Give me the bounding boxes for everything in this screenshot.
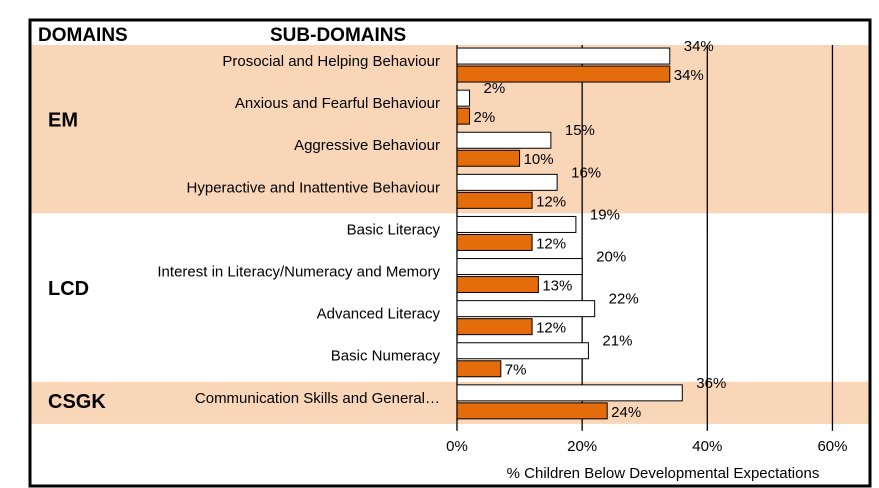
value-label: 2% — [484, 80, 506, 97]
value-label: 34% — [674, 67, 704, 84]
category-label: Hyperactive and Inattentive Behaviour — [187, 179, 440, 196]
category-label: Advanced Literacy — [317, 306, 441, 323]
value-label: 15% — [565, 122, 595, 139]
value-label: 19% — [590, 206, 620, 223]
bar — [456, 276, 539, 294]
bands — [30, 45, 870, 424]
bar — [456, 191, 533, 209]
bar — [456, 384, 683, 402]
bar — [456, 258, 583, 276]
bar — [456, 47, 671, 65]
header: DOMAINS — [38, 25, 128, 46]
bar — [456, 318, 533, 336]
value-label: 12% — [536, 320, 566, 337]
category-label: Prosocial and Helping Behaviour — [222, 53, 440, 70]
bar — [456, 402, 608, 420]
value-label: 20% — [596, 249, 626, 266]
value-label: 21% — [602, 333, 632, 350]
bar — [456, 300, 596, 318]
bar — [456, 65, 671, 83]
group-label: CSGK — [48, 391, 106, 413]
value-label: 13% — [542, 278, 572, 295]
bar — [456, 107, 471, 125]
value-label: 24% — [611, 404, 641, 421]
value-label: 34% — [684, 38, 714, 55]
bar — [456, 233, 533, 251]
bar — [456, 131, 552, 149]
group-label: EM — [48, 109, 78, 131]
value-label: 12% — [536, 193, 566, 210]
header: SUB-DOMAINS — [270, 25, 406, 46]
category-label: Basic Numeracy — [331, 348, 441, 365]
value-label: 7% — [505, 362, 527, 379]
value-label: 12% — [536, 235, 566, 252]
group-band — [30, 45, 870, 214]
category-label: Interest in Literacy/Numeracy and Memory — [157, 264, 440, 281]
category-label: Anxious and Fearful Behaviour — [235, 95, 440, 112]
bar — [456, 89, 471, 107]
x-tick-label: 0% — [446, 438, 468, 455]
bar — [456, 360, 502, 378]
group-label: LCD — [48, 278, 89, 300]
value-label: 36% — [696, 375, 726, 392]
x-axis-label: % Children Below Developmental Expectati… — [507, 465, 820, 482]
category-label: Basic Literacy — [347, 221, 441, 238]
bar — [456, 342, 589, 360]
x-tick-label: 20% — [567, 438, 597, 455]
frame — [28, 18, 872, 488]
bar — [456, 173, 558, 191]
bar — [456, 149, 521, 167]
bar — [456, 215, 577, 233]
group-band — [30, 213, 870, 382]
value-label: 10% — [524, 151, 554, 168]
x-tick-label: 40% — [692, 438, 722, 455]
value-label: 22% — [609, 291, 639, 308]
value-label: 2% — [474, 109, 496, 126]
x-tick-label: 60% — [817, 438, 847, 455]
group-band — [30, 381, 870, 424]
category-label: Communication Skills and General… — [195, 390, 440, 407]
value-label: 16% — [571, 164, 601, 181]
category-label: Aggressive Behaviour — [294, 137, 440, 154]
